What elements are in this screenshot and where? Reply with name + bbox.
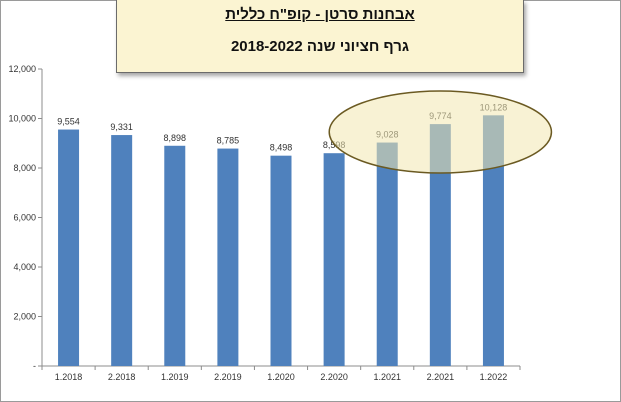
x-tick-label: 2.2020 bbox=[320, 372, 348, 382]
bar-value-label: 8,898 bbox=[164, 133, 187, 143]
y-tick-label: 10,000 bbox=[8, 114, 36, 124]
bar-value-label: 8,785 bbox=[217, 136, 240, 146]
x-tick-label: 1.2019 bbox=[161, 372, 189, 382]
bar-value-label: 8,498 bbox=[270, 143, 293, 153]
y-tick-label: 4,000 bbox=[13, 262, 36, 272]
bar bbox=[429, 124, 451, 366]
bar bbox=[270, 155, 292, 366]
chart-subtitle: גרף חציוני שנה 2018-2022 bbox=[230, 38, 410, 55]
x-tick-label: 1.2020 bbox=[267, 372, 295, 382]
bar bbox=[164, 145, 186, 366]
y-tick-label: 2,000 bbox=[13, 312, 36, 322]
x-tick-label: 2.2019 bbox=[214, 372, 242, 382]
y-tick-label: 6,000 bbox=[13, 213, 36, 223]
y-tick-label: - bbox=[33, 361, 36, 371]
bar-value-label: 9,331 bbox=[110, 122, 133, 132]
highlight-layer bbox=[328, 90, 553, 174]
bar bbox=[323, 153, 345, 366]
bar bbox=[58, 129, 80, 366]
bar-value-label: 9,554 bbox=[57, 117, 80, 127]
highlight-ellipse bbox=[328, 90, 553, 174]
x-tick-label: 2.2021 bbox=[427, 372, 455, 382]
x-tick-label: 2.2018 bbox=[108, 372, 136, 382]
bar bbox=[376, 142, 398, 366]
bar bbox=[217, 148, 239, 366]
bar bbox=[111, 135, 133, 366]
chart-title: אבחנות סרטן - קופ"ח כללית bbox=[225, 6, 415, 23]
x-tick-label: 1.2021 bbox=[373, 372, 401, 382]
bars-layer bbox=[58, 115, 504, 366]
title-box: אבחנות סרטן - קופ"ח כללית גרף חציוני שנה… bbox=[116, 0, 524, 73]
y-tick-label: 12,000 bbox=[8, 64, 36, 74]
bar bbox=[482, 115, 504, 366]
x-tick-label: 1.2022 bbox=[480, 372, 508, 382]
y-tick-label: 8,000 bbox=[13, 163, 36, 173]
bar-value-label: 8,598 bbox=[323, 140, 346, 150]
x-tick-label: 1.2018 bbox=[55, 372, 83, 382]
